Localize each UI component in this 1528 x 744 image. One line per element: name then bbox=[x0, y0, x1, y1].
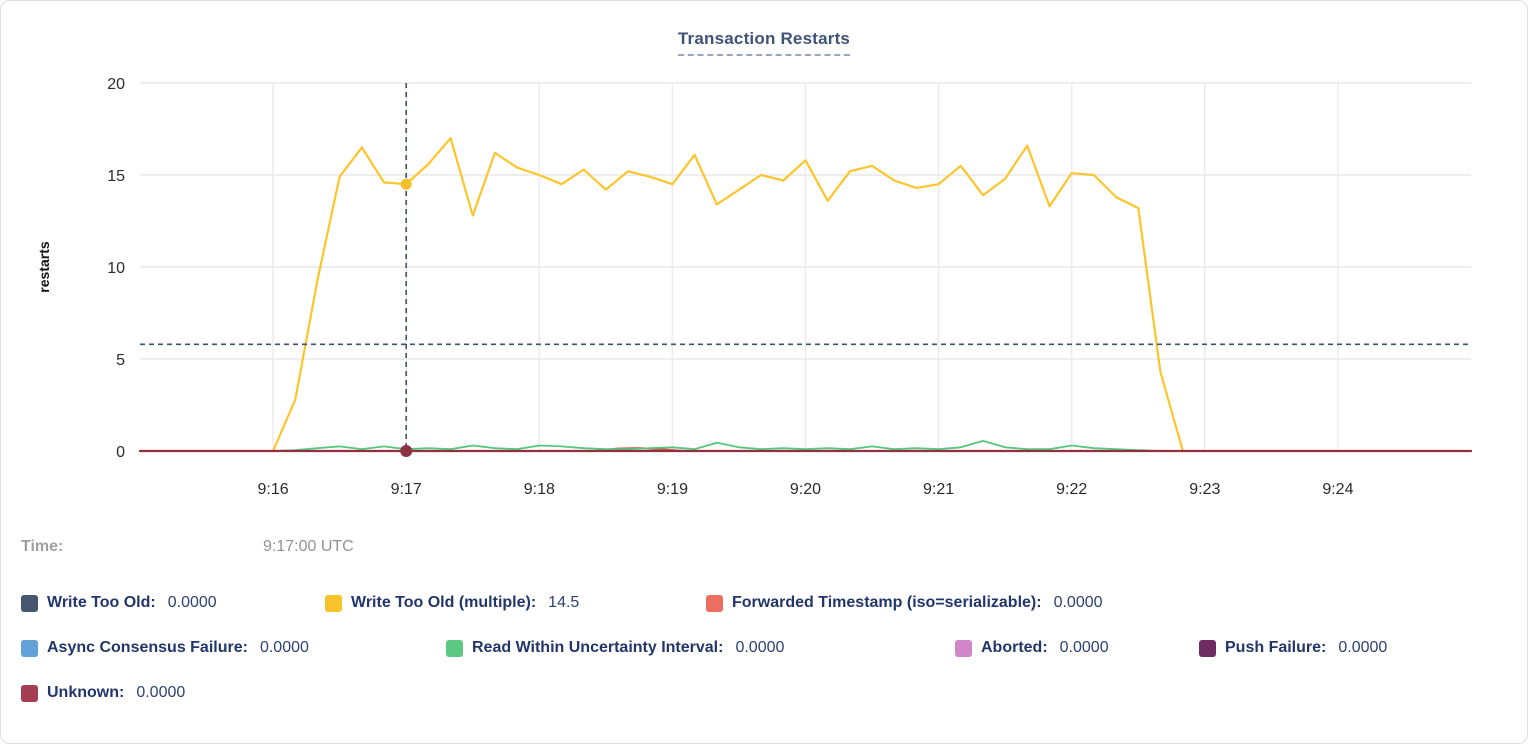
write-too-old-multiple-swatch bbox=[325, 594, 342, 612]
read-within-uncertainty-swatch bbox=[446, 639, 463, 657]
chart-title[interactable]: Transaction Restarts bbox=[677, 29, 851, 56]
legend-label: Push Failure: bbox=[1225, 639, 1327, 656]
unknown-swatch bbox=[21, 684, 38, 702]
legend-item-write-too-old: Write Too Old: 0.0000 bbox=[21, 593, 217, 613]
write-too-old-swatch bbox=[21, 594, 38, 612]
time-value: 9:17:00 UTC bbox=[263, 538, 354, 555]
hover-point bbox=[400, 178, 412, 190]
x-tick-label: 9:20 bbox=[790, 481, 821, 498]
legend-value: 0.0000 bbox=[1053, 594, 1103, 611]
legend-item-aborted: Aborted: 0.0000 bbox=[955, 638, 1109, 658]
y-tick-label: 5 bbox=[116, 352, 125, 369]
transaction-restarts-chart[interactable]: 0 5 10 15 20 9:16 9:17 9:18 9:19 9:20 9:21 9:22 9:23… bbox=[1, 1, 1528, 521]
hover-time-row: Time: 9:17:00 UTC bbox=[21, 538, 721, 556]
aborted-swatch bbox=[955, 639, 972, 657]
legend-label: Async Consensus Failure: bbox=[47, 639, 248, 656]
legend-item-write-too-old-multiple: Write Too Old (multiple): 14.5 bbox=[325, 593, 579, 613]
y-tick-label: 15 bbox=[107, 168, 125, 185]
x-tick-label: 9:16 bbox=[258, 481, 289, 498]
legend-value: 0.0000 bbox=[136, 684, 186, 701]
y-tick-label: 10 bbox=[107, 260, 125, 277]
legend-value: 0.0000 bbox=[1059, 639, 1109, 656]
x-tick-label: 9:18 bbox=[524, 481, 555, 498]
legend-value: 14.5 bbox=[548, 594, 580, 611]
time-label: Time: bbox=[21, 538, 64, 555]
y-axis-label: restarts bbox=[36, 241, 52, 293]
hover-point bbox=[400, 445, 413, 457]
legend-label: Forwarded Timestamp (iso=serializable): bbox=[732, 594, 1042, 611]
series-line-write-too-old-multiple- bbox=[272, 137, 1184, 453]
legend-value: 0.0000 bbox=[167, 594, 217, 611]
legend-label: Aborted: bbox=[981, 639, 1048, 656]
x-tick-label: 9:22 bbox=[1056, 481, 1087, 498]
x-tick-label: 9:23 bbox=[1189, 481, 1220, 498]
x-tick-label: 9:24 bbox=[1322, 481, 1353, 498]
legend-item-async-consensus-failure: Async Consensus Failure: 0.0000 bbox=[21, 638, 309, 658]
y-tick-label: 0 bbox=[116, 444, 125, 461]
legend-value: 0.0000 bbox=[735, 639, 785, 656]
legend-item-unknown: Unknown: 0.0000 bbox=[21, 683, 185, 703]
x-tick-label: 9:21 bbox=[923, 481, 954, 498]
legend-label: Read Within Uncertainty Interval: bbox=[472, 639, 724, 656]
legend-label: Write Too Old: bbox=[47, 594, 156, 611]
x-tick-label: 9:17 bbox=[391, 481, 422, 498]
legend-value: 0.0000 bbox=[259, 639, 309, 656]
series-line-read-within-uncertainty-interval bbox=[272, 439, 1162, 452]
y-tick-label: 20 bbox=[107, 76, 125, 93]
legend-label: Write Too Old (multiple): bbox=[351, 594, 537, 611]
forwarded-timestamp-swatch bbox=[706, 594, 723, 612]
legend-item-push-failure: Push Failure: 0.0000 bbox=[1199, 638, 1387, 658]
legend-value: 0.0000 bbox=[1338, 639, 1388, 656]
legend-label: Unknown: bbox=[47, 684, 125, 701]
chart-title-wrap: Transaction Restarts bbox=[1, 29, 1527, 56]
legend-item-read-within-uncertainty: Read Within Uncertainty Interval: 0.0000 bbox=[446, 638, 784, 658]
x-tick-label: 9:19 bbox=[657, 481, 688, 498]
push-failure-swatch bbox=[1199, 639, 1216, 657]
legend-item-forwarded-timestamp: Forwarded Timestamp (iso=serializable): … bbox=[706, 593, 1103, 613]
async-consensus-failure-swatch bbox=[21, 639, 38, 657]
